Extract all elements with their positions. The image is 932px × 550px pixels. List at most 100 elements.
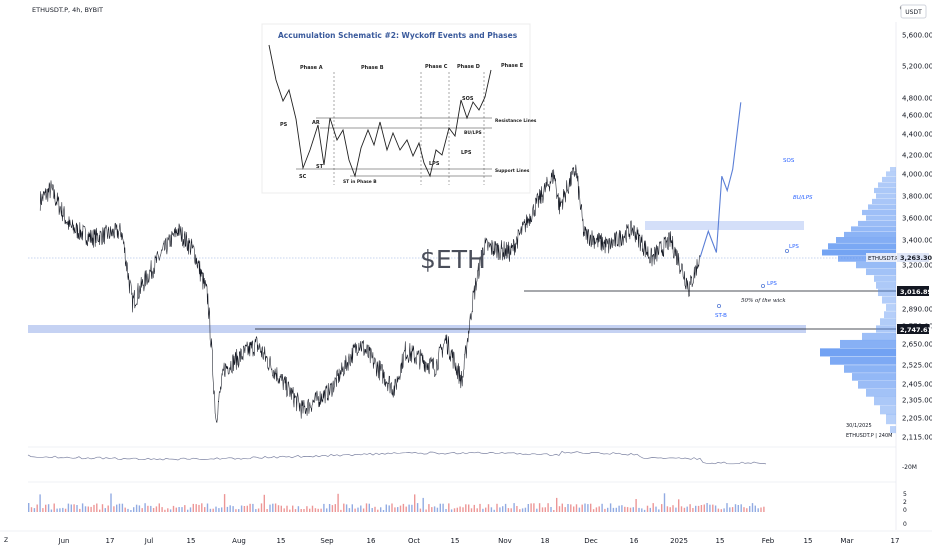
volume-bar bbox=[536, 508, 538, 512]
volume-bar bbox=[697, 505, 700, 512]
volume-bar bbox=[374, 506, 376, 512]
volume-bar bbox=[232, 506, 234, 512]
volume-bar bbox=[167, 508, 169, 512]
volume-bar bbox=[280, 505, 282, 512]
inset-label-lps2: LPS bbox=[461, 150, 472, 156]
profile-bar bbox=[890, 426, 896, 434]
volume-bar bbox=[147, 505, 149, 512]
price-tick: 2,405.00 bbox=[902, 381, 932, 389]
profile-bar bbox=[840, 339, 896, 349]
volume-bar bbox=[524, 507, 527, 512]
volume-bar bbox=[90, 506, 92, 512]
volume-bar bbox=[277, 505, 280, 512]
annotation-lps-right: LPS bbox=[789, 244, 799, 250]
volume-bar bbox=[490, 507, 493, 512]
volume-bar bbox=[221, 507, 223, 512]
price-axis[interactable]: 5,600.00 5,200.00 4,800.00 4,600.00 4,400.00… bbox=[902, 32, 932, 442]
volume-bar bbox=[550, 507, 552, 512]
volume-bar bbox=[292, 505, 294, 512]
volume-bar bbox=[283, 508, 285, 512]
lower-tick-0: 0 bbox=[903, 521, 907, 528]
volume-bar bbox=[257, 508, 260, 512]
volume-bar bbox=[507, 508, 510, 512]
volume-bar bbox=[371, 508, 373, 512]
svg-text:3,263.30: 3,263.30 bbox=[900, 254, 932, 262]
time-tick: Oct bbox=[408, 537, 420, 545]
time-tick: Dec bbox=[584, 537, 598, 545]
volume-bar bbox=[246, 505, 248, 512]
volume-bar bbox=[47, 504, 50, 512]
volume-bar bbox=[266, 509, 268, 512]
volume-bar bbox=[306, 506, 308, 512]
volume-bar bbox=[249, 503, 251, 512]
volume-bar bbox=[107, 505, 109, 512]
volume-bar bbox=[255, 509, 257, 512]
profile-bar bbox=[880, 318, 896, 326]
volume-bar bbox=[575, 504, 578, 512]
volume-bar bbox=[181, 507, 183, 512]
volume-bar bbox=[184, 505, 186, 512]
time-tick: 2025 bbox=[670, 537, 688, 545]
volume-bar bbox=[595, 507, 598, 512]
volume-bar bbox=[70, 504, 72, 512]
profile-bar bbox=[886, 171, 896, 177]
volume-bar bbox=[570, 504, 572, 512]
price-tick: 2,115.00 bbox=[902, 434, 932, 442]
volume-bar bbox=[411, 504, 413, 512]
oscillator-line bbox=[27, 450, 767, 465]
inset-phase-a: Phase A bbox=[300, 65, 323, 71]
volume-bar bbox=[655, 506, 657, 512]
volume-bar bbox=[64, 508, 67, 512]
volume-bar bbox=[238, 509, 240, 512]
volume-bar bbox=[175, 507, 177, 512]
volume-bar bbox=[388, 505, 390, 512]
volume-bar bbox=[354, 508, 356, 512]
volume-bar bbox=[442, 503, 444, 512]
volume-bar bbox=[334, 504, 336, 512]
volume-bar bbox=[749, 506, 751, 512]
volume-bar bbox=[326, 508, 328, 512]
volume-bar bbox=[675, 507, 677, 512]
volume-bar bbox=[757, 508, 759, 512]
volume-bar bbox=[39, 494, 41, 512]
currency-badge[interactable]: USDT bbox=[900, 4, 927, 19]
price-tick: 4,800.00 bbox=[902, 95, 932, 103]
z-icon[interactable]: Z bbox=[4, 537, 8, 544]
volume-bar bbox=[422, 497, 424, 512]
volume-bar bbox=[121, 503, 124, 512]
volume-bar bbox=[79, 508, 81, 512]
volume-bar bbox=[473, 504, 475, 512]
volume-bar bbox=[209, 508, 212, 512]
inset-label-resistance: Resistance Lines bbox=[495, 118, 537, 124]
volume-bar bbox=[294, 509, 297, 512]
volume-bar bbox=[615, 507, 617, 512]
price-tick: 4,000.00 bbox=[902, 171, 932, 179]
volume-bar bbox=[510, 508, 512, 512]
profile-bar bbox=[876, 282, 896, 289]
volume-bar bbox=[635, 499, 637, 512]
time-tick: 17 bbox=[891, 537, 900, 545]
volume-bar bbox=[666, 506, 669, 512]
volume-bar bbox=[317, 508, 319, 512]
volume-bar bbox=[609, 503, 612, 512]
volume-bar bbox=[468, 504, 470, 512]
profile-bar bbox=[890, 167, 896, 172]
volume-bar bbox=[743, 507, 745, 512]
price-tick: 5,200.00 bbox=[902, 63, 932, 71]
volume-bar bbox=[760, 507, 762, 512]
price-tick: 3,600.00 bbox=[902, 215, 932, 223]
inset-label-sos: SOS bbox=[462, 96, 474, 102]
volume-bar bbox=[717, 508, 720, 512]
volume-bar bbox=[360, 505, 362, 512]
time-axis[interactable]: Jun 17 Jul 15 Aug 15 Sep 16 Oct 15 Nov 18 Dec 16 2025 1… bbox=[58, 537, 900, 545]
volume-bar bbox=[309, 508, 311, 512]
resistance-band bbox=[645, 221, 804, 230]
volume-bar bbox=[663, 493, 666, 512]
volume-bar bbox=[362, 508, 365, 512]
volume-bar bbox=[135, 504, 138, 512]
volume-bar bbox=[67, 503, 70, 512]
inset-label-st-b: ST in Phase B bbox=[343, 179, 377, 185]
time-tick: Nov bbox=[498, 537, 512, 545]
volume-bar bbox=[272, 503, 274, 512]
